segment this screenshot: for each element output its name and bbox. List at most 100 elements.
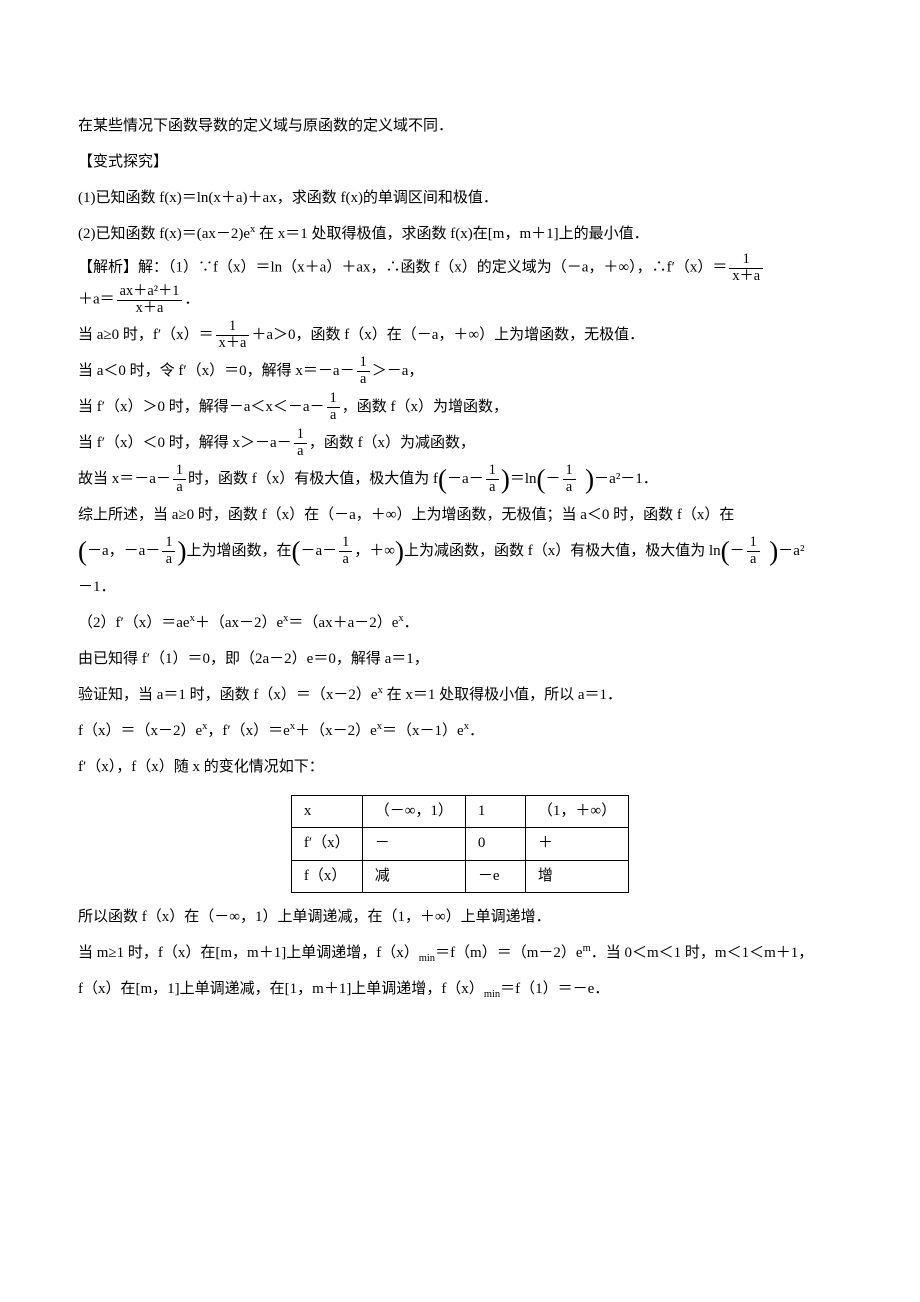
denominator: a (747, 552, 760, 568)
text: ，＋∞ (354, 543, 395, 559)
text: 当 a≥0 时，f′（x）＝ (78, 327, 214, 343)
fraction: 1a (162, 535, 175, 567)
denominator: a (173, 480, 186, 496)
solution-line-2: 当 a≥0 时，f′（x）＝1x＋a＋a＞0，函数 f（x）在（－a，＋∞）上为… (78, 317, 842, 353)
fraction: 1a (747, 535, 760, 567)
text: ，f′（x）＝e (207, 723, 289, 739)
numerator: 1 (747, 535, 760, 552)
solution-line-1b: ＋a＝ax＋a²＋1x＋a． (78, 284, 842, 316)
solution-part2-l2: 由已知得 f′（1）＝0，即（2a－2）e＝0，解得 a＝1， (78, 641, 842, 677)
text: －a²－1． (594, 471, 658, 487)
table-cell: ＋ (525, 828, 628, 861)
table-cell: f（x） (291, 860, 362, 893)
text: ＋（ax－2）e (195, 615, 283, 631)
text: 故当 x＝－a－ (78, 471, 171, 487)
solution-part2-l3: 验证知，当 a＝1 时，函数 f（x）＝（x－2）ex 在 x＝1 处取得极小值… (78, 677, 842, 713)
document-content: 在某些情况下函数导数的定义域与原函数的定义域不同． 【变式探究】 (1)已知函数… (78, 108, 842, 1007)
fraction: 1a (357, 355, 370, 387)
numerator: 1 (162, 535, 175, 552)
denominator: a (294, 444, 307, 460)
fraction: 1a (339, 535, 352, 567)
table-cell: －e (465, 860, 525, 893)
text: ． (184, 292, 199, 308)
text: f（x）在[m，1]上单调递减，在[1，m＋1]上单调递增，f（x） (78, 981, 484, 997)
sup-m: m (583, 943, 591, 954)
text: （2）f′（x）＝ae (78, 615, 190, 631)
text: f（x）＝（x－2）e (78, 723, 202, 739)
solution-line-1: 【解析】解：（1）∵f（x）＝ln（x＋a）＋ax，∴函数 f（x）的定义域为（… (78, 252, 842, 284)
table-cell: x (291, 795, 362, 828)
problem-2: (2)已知函数 f(x)＝(ax－2)ex 在 x＝1 处取得极值，求函数 f(… (78, 216, 842, 252)
left-paren-icon: ( (78, 535, 87, 565)
table-row: f（x） 减 －e 增 (291, 860, 628, 893)
solution-line-6: 故当 x＝－a－1a时，函数 f（x）有极大值，极大值为 f(－a－1a)＝ln… (78, 461, 842, 497)
left-paren-icon: ( (537, 463, 546, 493)
fraction: 1a (327, 391, 340, 423)
text: ＋a＞0，函数 f（x）在（－a，＋∞）上为增函数，无极值． (251, 327, 644, 343)
numerator: 1 (173, 463, 186, 480)
variation-table: x （－∞，1） 1 （1，＋∞） f′（x） － 0 ＋ f（x） 减 －e … (291, 795, 629, 894)
table-cell: 0 (465, 828, 525, 861)
solution-line-7c: －1． (78, 569, 842, 605)
table-row-header: x （－∞，1） 1 （1，＋∞） (291, 795, 628, 828)
denominator: x＋a (729, 269, 763, 285)
table-cell: 1 (465, 795, 525, 828)
text: ，函数 f（x）为增函数， (342, 399, 508, 415)
denominator: x＋a (216, 336, 250, 352)
denominator: a (486, 480, 499, 496)
text: 当 f′（x）＞0 时，解得－a＜x＜－a－ (78, 399, 325, 415)
fraction: 1a (486, 463, 499, 495)
numerator: 1 (339, 535, 352, 552)
solution-part2-l7: 当 m≥1 时，f（x）在[m，m＋1]上单调递增，f（x）min＝f（m）＝（… (78, 935, 842, 971)
solution-line-3: 当 a＜0 时，令 f′（x）＝0，解得 x＝－a－1a＞－a， (78, 353, 842, 389)
text: ＝（x－1）e (382, 723, 464, 739)
sub-min: min (419, 953, 435, 964)
text: ＋a＝ (78, 292, 115, 308)
text: ． (404, 615, 419, 631)
heading-variant: 【变式探究】 (78, 144, 842, 180)
denominator: a (563, 480, 576, 496)
text: 在 x＝1 处取得极值，求函数 f(x)在[m，m＋1]上的最小值． (255, 226, 648, 242)
denominator: a (339, 552, 352, 568)
numerator: 1 (294, 427, 307, 444)
table-cell: 增 (525, 860, 628, 893)
text: ＝f（m）＝（m－2）e (435, 945, 583, 961)
text: － (546, 471, 561, 487)
solution-part2-l1: （2）f′（x）＝aex＋（ax－2）ex＝（ax＋a－2）ex． (78, 605, 842, 641)
text: 当 a＜0 时，令 f′（x）＝0，解得 x＝－a－ (78, 363, 355, 379)
sub-min: min (484, 989, 500, 1000)
text: ＝ln (510, 471, 537, 487)
text: － (730, 543, 745, 559)
numerator: 1 (357, 355, 370, 372)
text: 【解析】解：（1）∵f（x）＝ln（x＋a）＋ax，∴函数 f（x）的定义域为（… (78, 260, 727, 276)
text: 上为增函数，在 (186, 543, 291, 559)
denominator: a (357, 372, 370, 388)
solution-line-4: 当 f′（x）＞0 时，解得－a＜x＜－a－1a，函数 f（x）为增函数， (78, 389, 842, 425)
numerator: 1 (729, 252, 763, 269)
denominator: x＋a (117, 301, 183, 317)
fraction: 1a (563, 463, 576, 495)
table-cell: － (362, 828, 465, 861)
text: ＝（ax＋a－2）e (288, 615, 398, 631)
solution-line-7b: (－a，－a－1a)上为增函数，在(－a－1a，＋∞)上为减函数，函数 f（x）… (78, 533, 842, 569)
table-cell: （－∞，1） (362, 795, 465, 828)
text: 验证知，当 a＝1 时，函数 f（x）＝（x－2）e (78, 687, 378, 703)
text: －a－ (447, 471, 484, 487)
text: －a－ (300, 543, 337, 559)
text: ，函数 f（x）为减函数， (309, 435, 475, 451)
problem-1: (1)已知函数 f(x)＝ln(x＋a)＋ax，求函数 f(x)的单调区间和极值… (78, 180, 842, 216)
text: 在 x＝1 处取得极小值，所以 a＝1． (383, 687, 622, 703)
text: 时，函数 f（x）有极大值，极大值为 f (188, 471, 438, 487)
solution-part2-l4: f（x）＝（x－2）ex，f′（x）＝ex＋（x－2）ex＝（x－1）ex． (78, 713, 842, 749)
solution-part2-l5: f′（x），f（x）随 x 的变化情况如下： (78, 749, 842, 785)
fraction: 1a (294, 427, 307, 459)
solution-part2-l6: 所以函数 f（x）在（－∞，1）上单调递减，在（1，＋∞）上单调递增． (78, 899, 842, 935)
table-cell: 减 (362, 860, 465, 893)
numerator: 1 (216, 319, 250, 336)
solution-line-7a: 综上所述，当 a≥0 时，函数 f（x）在（－a，＋∞）上为增函数，无极值；当 … (78, 497, 842, 533)
solution-part2-l8: f（x）在[m，1]上单调递减，在[1，m＋1]上单调递增，f（x）min＝f（… (78, 971, 842, 1007)
text: ＝f（1）＝－e． (500, 981, 609, 997)
text: 当 f′（x）＜0 时，解得 x＞－a－ (78, 435, 292, 451)
text: (2)已知函数 f(x)＝(ax－2)e (78, 226, 250, 242)
fraction: 1a (173, 463, 186, 495)
